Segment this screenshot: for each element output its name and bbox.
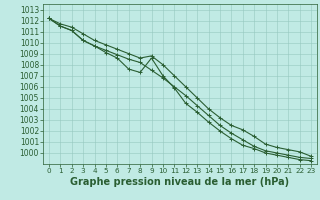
X-axis label: Graphe pression niveau de la mer (hPa): Graphe pression niveau de la mer (hPa) bbox=[70, 177, 290, 187]
